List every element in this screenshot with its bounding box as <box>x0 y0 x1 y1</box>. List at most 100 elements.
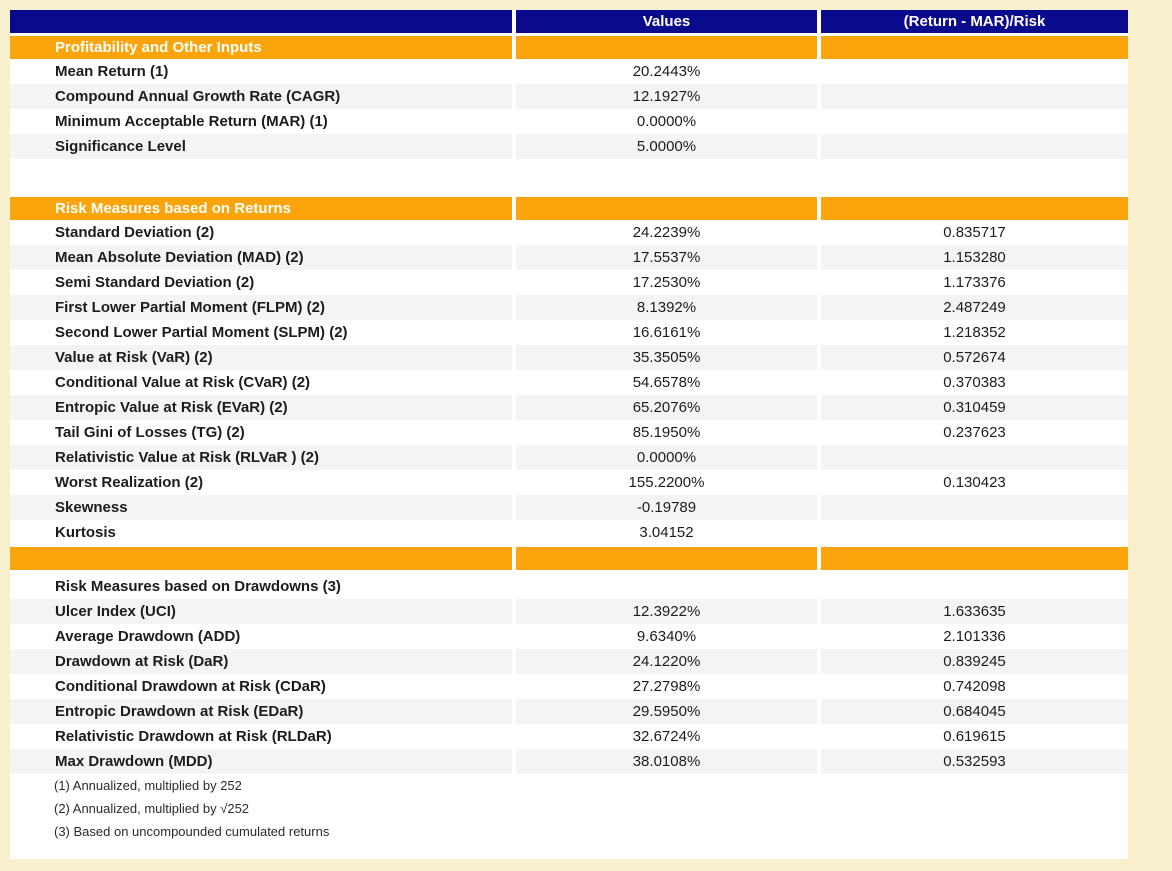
metric-row: Conditional Value at Risk (CVaR) (2) 54.6… <box>10 370 1128 395</box>
metric-value: 8.1392% <box>516 295 817 320</box>
metric-ratio <box>821 574 1128 599</box>
subsection-header-row: Risk Measures based on Drawdowns (3) <box>10 574 1128 599</box>
metric-ratio <box>821 520 1128 545</box>
metric-label: Tail Gini of Losses (TG) (2) <box>55 424 245 441</box>
column-separator <box>817 574 821 599</box>
column-separator <box>512 445 516 470</box>
column-separator <box>512 320 516 345</box>
metric-ratio: 1.153280 <box>821 245 1128 270</box>
header-divider <box>10 33 1128 36</box>
metric-value: 35.3505% <box>516 345 817 370</box>
metric-label: Compound Annual Growth Rate (CAGR) <box>10 84 512 109</box>
section-header-row <box>10 547 1128 570</box>
metric-label: Worst Realization (2) <box>55 474 204 491</box>
column-separator <box>512 59 516 84</box>
column-separator <box>817 395 821 420</box>
metric-row: Conditional Drawdown at Risk (CDaR) 27.27… <box>10 674 1128 699</box>
column-separator <box>817 220 821 245</box>
metric-value: 0.0000% <box>516 445 817 470</box>
column-separator <box>817 320 821 345</box>
metric-ratio: 1.218352 <box>943 324 1006 341</box>
column-separator <box>817 109 821 134</box>
metric-ratio <box>821 59 1128 84</box>
metric-ratio: 0.835717 <box>943 224 1006 241</box>
metric-ratio: 2.101336 <box>943 628 1006 645</box>
column-separator <box>512 674 516 699</box>
metric-ratio: 0.370383 <box>943 374 1006 391</box>
column-separator <box>817 445 821 470</box>
column-separator <box>817 749 821 774</box>
column-separator <box>817 699 821 724</box>
metric-value: 32.6724% <box>632 728 701 745</box>
column-separator <box>512 345 516 370</box>
column-separator <box>512 295 516 320</box>
section-header-row: Profitability and Other Inputs <box>10 36 1128 59</box>
metric-label: Risk Measures based on Returns <box>10 197 512 220</box>
metric-row: Minimum Acceptable Return (MAR) (1) 0.000… <box>10 109 1128 134</box>
metric-row: Entropic Drawdown at Risk (EDaR) 29.5950%… <box>10 699 1128 724</box>
metric-value: 24.1220% <box>516 649 817 674</box>
metric-value <box>516 36 817 59</box>
metric-ratio <box>821 84 1128 109</box>
metric-value: 155.2200% <box>628 474 705 491</box>
metric-value: 17.5537% <box>516 245 817 270</box>
metric-label: Value at Risk (VaR) (2) <box>10 345 512 370</box>
metric-row: Entropic Value at Risk (EVaR) (2) 65.2076… <box>10 395 1128 420</box>
column-separator <box>817 345 821 370</box>
metric-ratio <box>821 547 1128 570</box>
metric-value <box>516 547 817 570</box>
column-separator <box>512 245 516 270</box>
metric-label: Mean Return (1) <box>55 63 169 80</box>
metric-ratio: 0.684045 <box>821 699 1128 724</box>
column-separator <box>512 134 516 159</box>
metric-row: Relativistic Value at Risk (RLVaR ) (2) 0… <box>10 445 1128 470</box>
metric-ratio <box>821 197 1128 220</box>
section-header-row: Risk Measures based on Returns <box>10 197 1128 220</box>
footnote-row: (1) Annualized, multiplied by 252 <box>10 774 1128 797</box>
metric-row: Mean Return (1) 20.2443% <box>10 59 1128 84</box>
column-separator <box>817 547 821 570</box>
metric-ratio: 2.487249 <box>821 295 1128 320</box>
column-separator <box>512 270 516 295</box>
column-separator <box>817 520 821 545</box>
metric-label: Average Drawdown (ADD) <box>55 628 241 645</box>
column-separator <box>817 370 821 395</box>
metric-ratio <box>821 495 1128 520</box>
column-separator <box>817 470 821 495</box>
column-separator <box>512 109 516 134</box>
metric-label <box>10 547 512 570</box>
spacer-row <box>10 159 1128 197</box>
metric-ratio <box>821 109 1128 134</box>
column-separator <box>817 420 821 445</box>
metric-label: Skewness <box>10 495 512 520</box>
metric-label: Profitability and Other Inputs <box>10 36 512 59</box>
column-separator <box>817 270 821 295</box>
metric-ratio: 0.532593 <box>821 749 1128 774</box>
metric-ratio <box>821 445 1128 470</box>
column-separator <box>512 495 516 520</box>
column-separator <box>817 84 821 109</box>
metric-row: Mean Absolute Deviation (MAD) (2) 17.5537… <box>10 245 1128 270</box>
metric-label: Drawdown at Risk (DaR) <box>10 649 512 674</box>
metric-ratio: 1.633635 <box>821 599 1128 624</box>
column-separator <box>817 624 821 649</box>
metric-value: 9.6340% <box>636 628 697 645</box>
metric-value: 38.0108% <box>516 749 817 774</box>
column-separator <box>512 520 516 545</box>
metric-row: First Lower Partial Moment (FLPM) (2) 8.1… <box>10 295 1128 320</box>
metric-value: 12.3922% <box>516 599 817 624</box>
metric-row: Kurtosis 3.04152 <box>10 520 1128 545</box>
metric-ratio: 0.572674 <box>821 345 1128 370</box>
metric-value <box>516 197 817 220</box>
column-separator <box>512 724 516 749</box>
column-separator <box>512 370 516 395</box>
metric-value: 29.5950% <box>516 699 817 724</box>
metric-label: First Lower Partial Moment (FLPM) (2) <box>10 295 512 320</box>
column-separator <box>512 749 516 774</box>
metric-ratio: 0.237623 <box>943 424 1006 441</box>
metric-label: Entropic Value at Risk (EVaR) (2) <box>10 395 512 420</box>
metric-value: 17.2530% <box>632 274 701 291</box>
metric-row: Max Drawdown (MDD) 38.0108% 0.532593 <box>10 749 1128 774</box>
footnote-text: (2) Annualized, multiplied by √252 <box>54 801 250 816</box>
metric-row: Compound Annual Growth Rate (CAGR) 12.192… <box>10 84 1128 109</box>
